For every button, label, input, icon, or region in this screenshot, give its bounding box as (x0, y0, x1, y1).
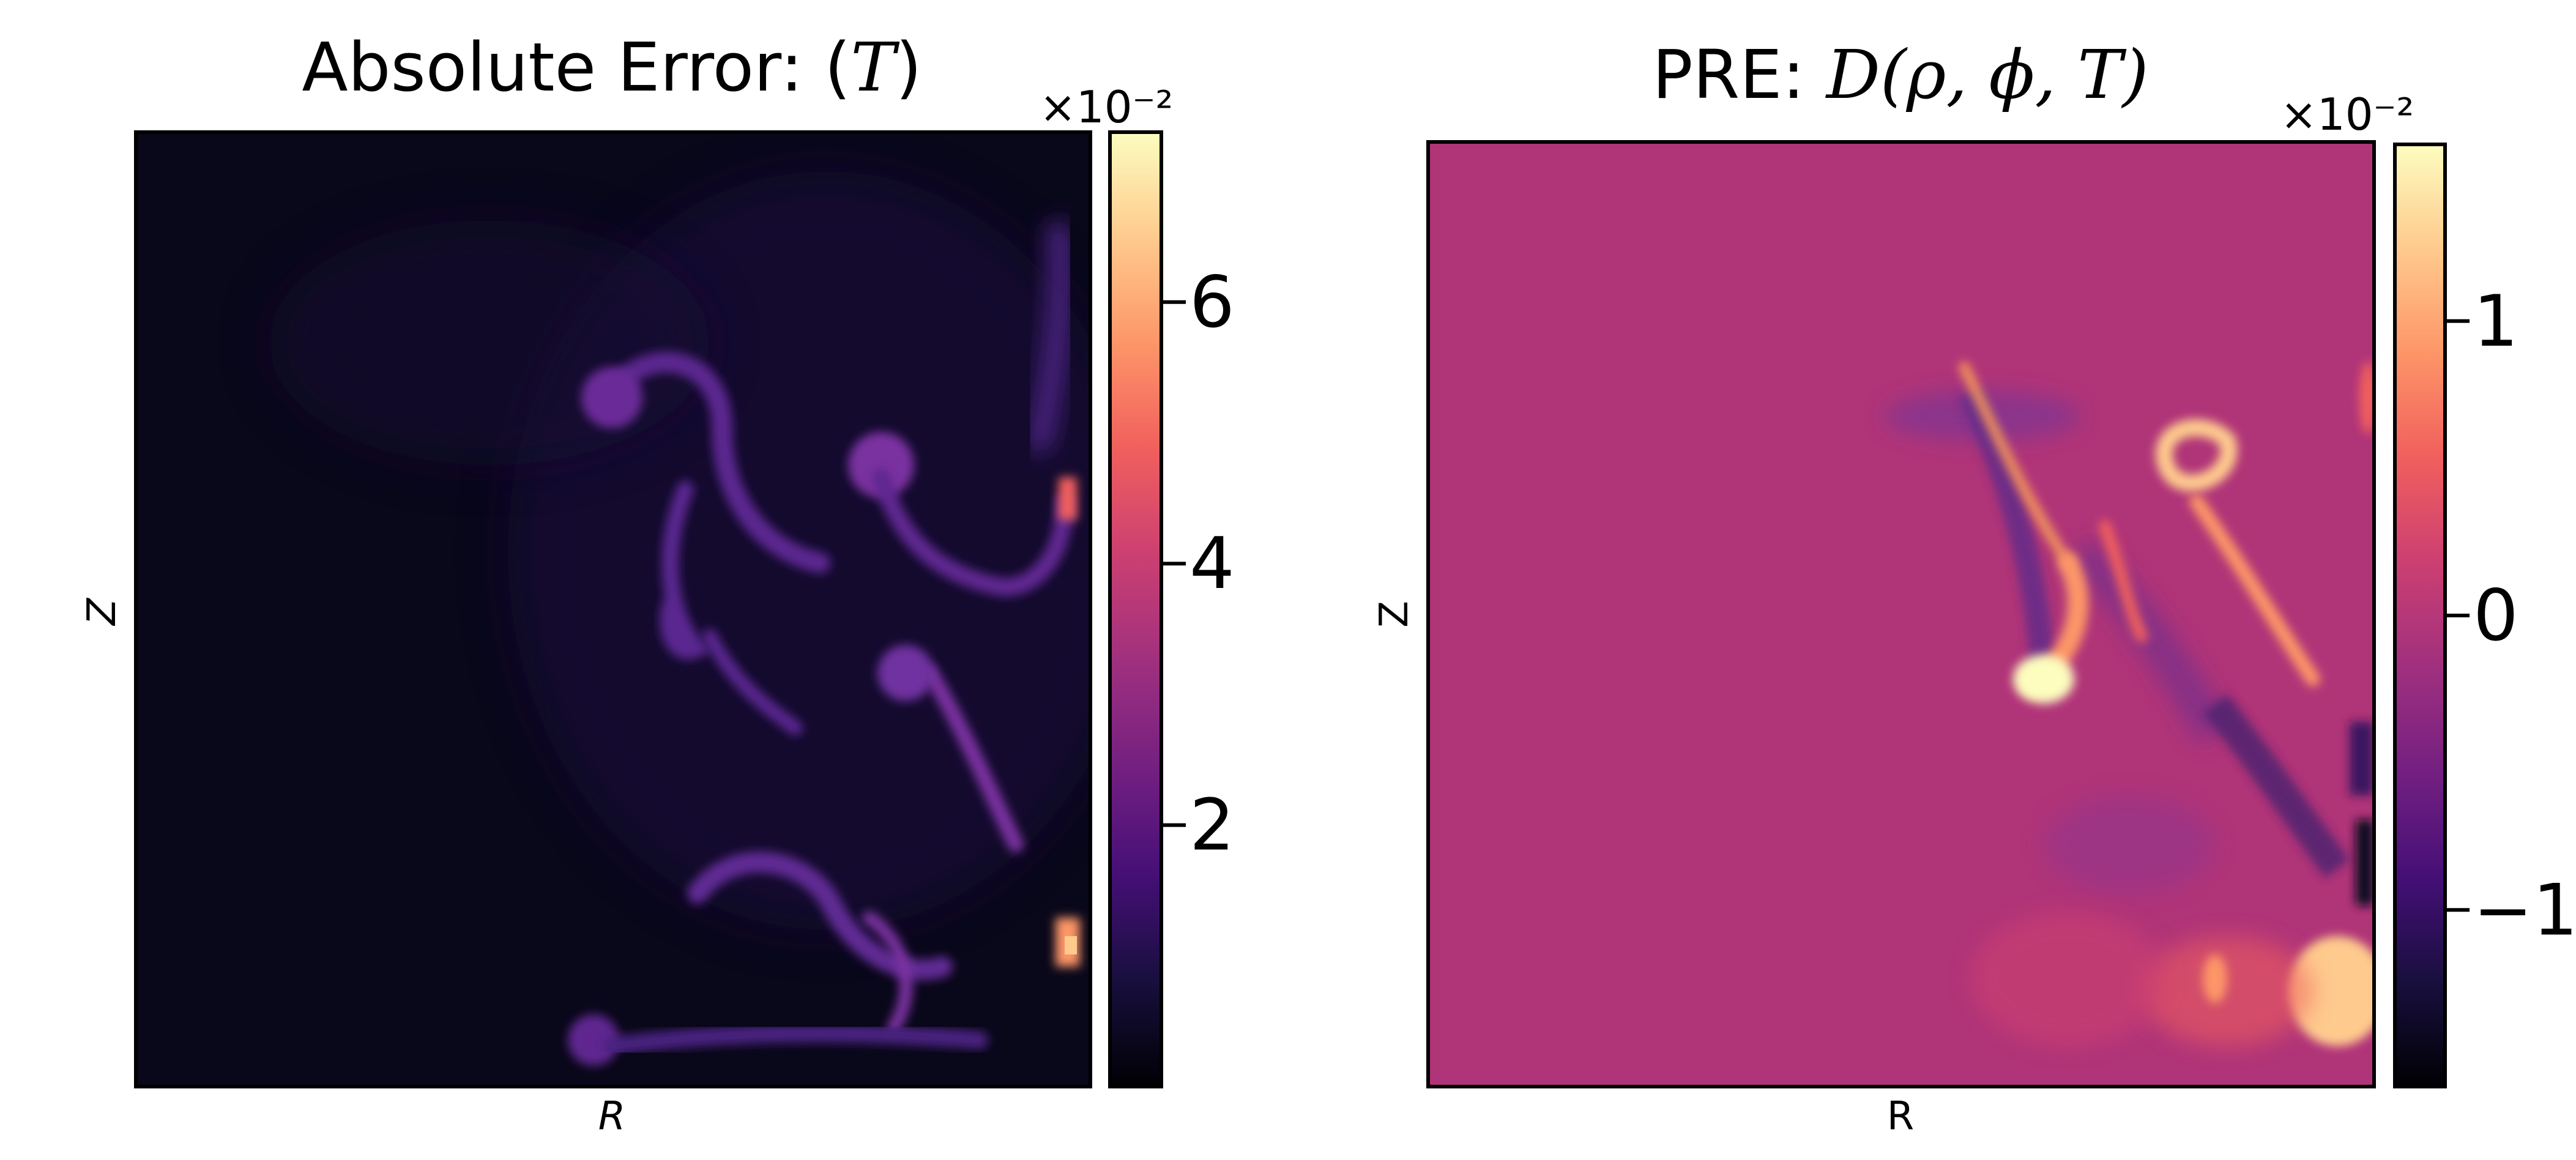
vortex-head (877, 645, 934, 701)
vortex-filament (872, 468, 1074, 597)
positive-filament (2099, 520, 2148, 642)
positive-region (2359, 361, 2374, 434)
positive-region (2288, 936, 2374, 1046)
vortex-filament (862, 911, 913, 1035)
vortex-filament (1028, 220, 1073, 453)
left-y-axis-label: Z (80, 598, 125, 626)
positive-filament (2156, 419, 2238, 492)
negative-region (2044, 795, 2215, 893)
right-heatmap (1428, 142, 2374, 1087)
vortex-filament (601, 352, 830, 573)
left-heatmap (136, 132, 1090, 1087)
negative-region (1959, 387, 2056, 686)
left-heatmap-hotspots (1055, 477, 1080, 967)
negative-region (2350, 722, 2374, 795)
left-colorbar-tick-label: 4 (1189, 522, 1235, 605)
left-chart-panel: Absolute Error: (T) (80, 28, 1235, 1139)
positive-peak (2013, 655, 2074, 704)
positive-region (2203, 954, 2227, 1003)
left-colorbar-ticks: 2 4 6 (1161, 261, 1235, 867)
left-heatmap-haze (269, 220, 710, 465)
left-colorbar-exponent: ×10⁻² (1040, 81, 1174, 133)
left-chart-title: Absolute Error: (T) (302, 28, 921, 106)
vortex-filament (660, 481, 712, 660)
vortex-head (848, 432, 914, 498)
right-plot-frame (1426, 140, 2376, 1088)
positive-region (2142, 936, 2313, 1046)
negative-region (2356, 820, 2374, 905)
negative-region (2067, 537, 2231, 744)
vortex-filament (702, 629, 803, 735)
left-colorbar-gradient (1108, 130, 1163, 1088)
right-chart-title: PRE: D(ρ, ϕ, T) (1652, 35, 2148, 114)
right-heatmap-negative-regions (1885, 387, 2374, 905)
positive-filament (2189, 494, 2320, 686)
right-colorbar-exponent: ×10⁻² (2280, 89, 2414, 140)
positive-region (1970, 912, 2166, 1046)
vortex-head (581, 367, 642, 428)
hotspot (1065, 936, 1077, 954)
left-colorbar-tick-label: 6 (1189, 261, 1235, 344)
vortex-filament (603, 1024, 988, 1055)
right-colorbar: ×10⁻² 1 0 −1 (2280, 89, 2576, 1088)
right-colorbar-tick-label: 1 (2473, 280, 2518, 363)
hotspot (1059, 477, 1077, 520)
negative-region (2203, 694, 2350, 878)
right-chart-panel: PRE: D(ρ, ϕ, T) (1372, 35, 2576, 1139)
right-colorbar-ticks: 1 0 −1 (2445, 280, 2576, 951)
right-heatmap-background (1428, 142, 2374, 1087)
left-colorbar: ×10⁻² 2 4 6 (1040, 81, 1235, 1088)
right-colorbar-gradient (2393, 143, 2447, 1088)
right-heatmap-positive-regions (1959, 361, 2374, 1046)
left-x-axis-label: R (598, 1094, 625, 1139)
right-colorbar-tick-label: −1 (2473, 869, 2576, 951)
right-colorbar-tick-label: 0 (2473, 574, 2518, 657)
right-x-axis-label: R (1887, 1094, 1914, 1139)
left-plot-frame (134, 130, 1092, 1088)
left-heatmap-vortex-features (568, 220, 1074, 1066)
left-colorbar-tick-label: 2 (1189, 784, 1235, 867)
positive-filament (1959, 362, 2074, 568)
vortex-filament (922, 665, 1024, 852)
right-y-axis-label: Z (1372, 601, 1417, 628)
